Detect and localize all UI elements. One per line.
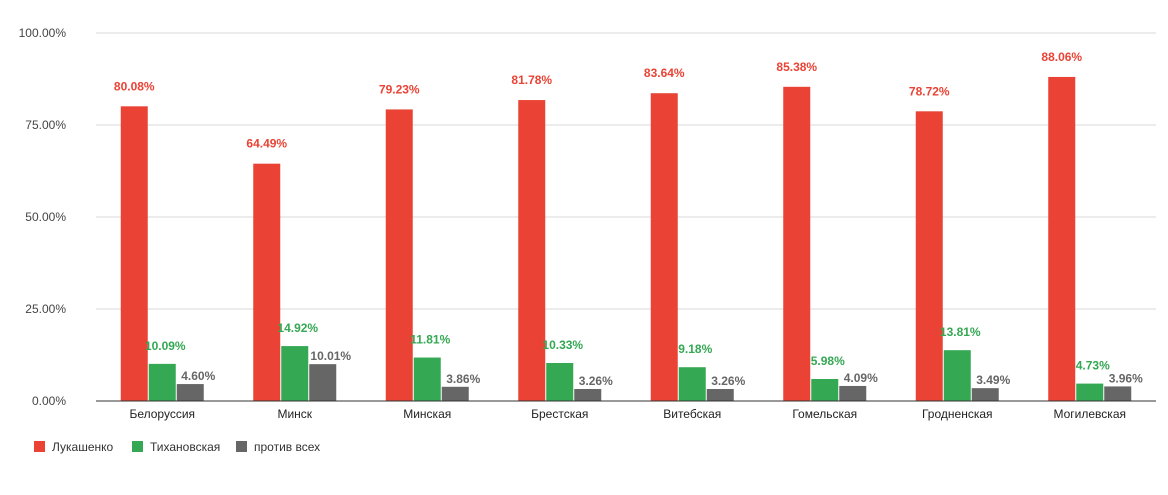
y-tick-label: 25.00% <box>25 302 66 316</box>
bars-layer <box>120 76 1132 402</box>
y-tick-label: 0.00% <box>32 394 66 408</box>
bar[interactable] <box>678 367 706 401</box>
x-tick-label: Брестская <box>531 407 588 421</box>
legend-label: Лукашенко <box>52 440 114 454</box>
data-label: 83.64% <box>644 66 685 80</box>
data-label: 4.09% <box>844 371 878 385</box>
x-tick-label: Витебская <box>663 407 721 421</box>
axis-layer: 0.00% 25.00% 50.00% 75.00% 100.00% Белоруссия… <box>19 26 1156 421</box>
data-label: 3.96% <box>1109 371 1143 385</box>
data-label: 64.49% <box>246 137 287 151</box>
bar[interactable] <box>309 364 337 401</box>
x-tick-label: Гродненская <box>922 407 993 421</box>
x-tick-label: Гомельская <box>792 407 857 421</box>
data-labels-layer: 80.08% 10.09% 4.60% 64.49% 14.92% 10.01% 79.23… <box>114 50 1143 388</box>
bar[interactable] <box>441 386 469 401</box>
data-label: 10.09% <box>145 339 186 353</box>
data-label: 79.23% <box>379 82 420 96</box>
legend-swatch <box>34 441 45 452</box>
data-label: 11.81% <box>410 333 450 347</box>
legend-swatch <box>236 441 247 452</box>
legend[interactable]: Лукашенко Тихановская против всех <box>34 440 320 454</box>
bar[interactable] <box>783 86 811 401</box>
data-label: 9.18% <box>678 342 712 356</box>
data-label: 3.86% <box>446 372 480 386</box>
y-tick-label: 100.00% <box>19 26 67 40</box>
data-label: 3.26% <box>711 374 745 388</box>
bar[interactable] <box>1076 383 1104 401</box>
bar[interactable] <box>385 109 413 402</box>
bar[interactable] <box>546 362 574 401</box>
x-tick-label: Белоруссия <box>129 407 195 421</box>
data-label: 13.81% <box>940 325 981 339</box>
bar[interactable] <box>839 385 867 401</box>
data-label: 3.26% <box>579 374 613 388</box>
bar[interactable] <box>971 388 999 401</box>
data-label: 80.08% <box>114 79 155 93</box>
bar[interactable] <box>148 363 176 401</box>
data-label: 4.60% <box>181 369 215 383</box>
x-tick-label: Могилевская <box>1054 407 1127 421</box>
legend-label: против всех <box>254 440 320 454</box>
legend-item[interactable]: Лукашенко <box>34 440 114 454</box>
bar[interactable] <box>1104 386 1132 401</box>
legend-item[interactable]: против всех <box>236 440 320 454</box>
legend-swatch <box>132 441 143 452</box>
bar[interactable] <box>943 350 971 401</box>
legend-item[interactable]: Тихановская <box>132 440 220 454</box>
bar[interactable] <box>811 378 839 401</box>
bar[interactable] <box>281 346 309 401</box>
bar[interactable] <box>253 163 281 401</box>
y-tick-label: 75.00% <box>25 118 66 132</box>
x-tick-label: Минск <box>277 407 312 421</box>
bar[interactable] <box>1048 76 1076 401</box>
bar[interactable] <box>120 106 148 401</box>
data-label: 88.06% <box>1041 50 1082 64</box>
data-label: 4.73% <box>1076 359 1110 373</box>
bar[interactable] <box>413 357 441 401</box>
bar[interactable] <box>706 389 734 401</box>
data-label: 81.78% <box>511 73 552 87</box>
data-label: 10.33% <box>542 338 583 352</box>
data-label: 10.01% <box>310 349 351 363</box>
y-tick-label: 50.00% <box>25 210 66 224</box>
data-label: 5.98% <box>811 354 845 368</box>
x-tick-label: Минская <box>403 407 451 421</box>
data-label: 3.49% <box>976 373 1010 387</box>
data-label: 78.72% <box>909 84 950 98</box>
bar[interactable] <box>574 389 602 401</box>
bar[interactable] <box>915 111 943 402</box>
legend-label: Тихановская <box>150 440 220 454</box>
data-label: 85.38% <box>776 60 817 74</box>
bar[interactable] <box>176 384 204 401</box>
bar[interactable] <box>518 100 546 402</box>
bar[interactable] <box>650 93 678 401</box>
data-label: 14.92% <box>277 321 318 335</box>
